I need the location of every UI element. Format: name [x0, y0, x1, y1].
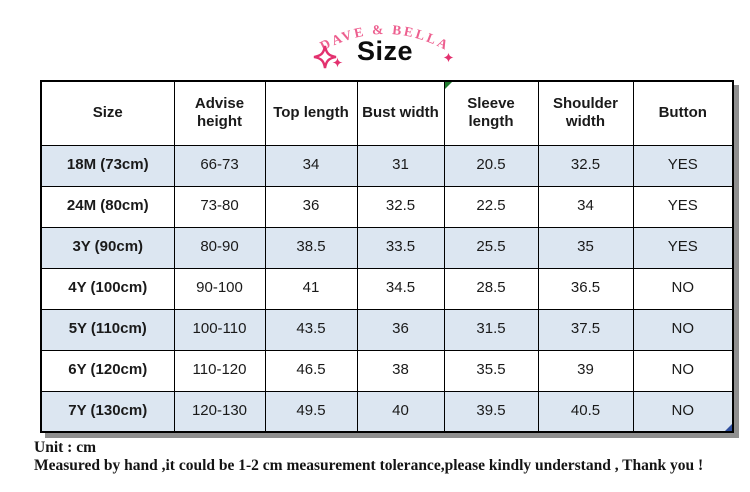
- table-cell: 31.5: [443, 308, 539, 351]
- table-cell: 20.5: [443, 144, 539, 187]
- table-cell: 32.5: [356, 185, 445, 228]
- table-cell: 32.5: [537, 144, 634, 187]
- table-cell: 36: [356, 308, 445, 351]
- table-cell: YES: [632, 226, 734, 269]
- table-row: 4Y (100cm) 90-100 41 34.5 28.5 36.5 NO: [40, 267, 734, 310]
- table-cell: 46.5: [264, 349, 358, 392]
- table-row: 18M (73cm) 66-73 34 31 20.5 32.5 YES: [40, 144, 734, 187]
- brand-arc: DAVE & BELLA: [317, 22, 450, 54]
- size-cell: 6Y (120cm): [40, 349, 175, 392]
- table-cell: 110-120: [173, 349, 266, 392]
- table-cell: 49.5: [264, 390, 358, 433]
- table-cell: 22.5: [443, 185, 539, 228]
- table-cell: 41: [264, 267, 358, 310]
- size-cell: 24M (80cm): [40, 185, 175, 228]
- table-row: 7Y (130cm) 120-130 49.5 40 39.5 40.5 NO: [40, 390, 734, 433]
- table-cell: NO: [632, 349, 734, 392]
- table-cell: 28.5: [443, 267, 539, 310]
- column-header-size: Size: [40, 80, 175, 146]
- table-cell: 73-80: [173, 185, 266, 228]
- table-cell: 40: [356, 390, 445, 433]
- cell-flag-green: [444, 82, 452, 89]
- table-cell: 43.5: [264, 308, 358, 351]
- table-cell: 90-100: [173, 267, 266, 310]
- tolerance-note: Measured by hand ,it could be 1-2 cm mea…: [34, 457, 704, 474]
- table-cell: 38: [356, 349, 445, 392]
- table-cell: 39: [537, 349, 634, 392]
- table-cell: 40.5: [537, 390, 634, 433]
- table-cell: 34: [537, 185, 634, 228]
- sparkle-icon: [332, 57, 343, 68]
- table-cell: 38.5: [264, 226, 358, 269]
- column-header-top-length: Top length: [264, 80, 358, 146]
- table-cell: YES: [632, 144, 734, 187]
- size-cell: 4Y (100cm): [40, 267, 175, 310]
- table-cell: NO: [632, 390, 734, 433]
- table-cell: NO: [632, 267, 734, 310]
- table-cell: 120-130: [173, 390, 266, 433]
- table-cell: 37.5: [537, 308, 634, 351]
- table-cell: 100-110: [173, 308, 266, 351]
- table-row: 6Y (120cm) 110-120 46.5 38 35.5 39 NO: [40, 349, 734, 392]
- table-cell: 39.5: [443, 390, 539, 433]
- table-cell: 36: [264, 185, 358, 228]
- size-cell: 5Y (110cm): [40, 308, 175, 351]
- table-row: 3Y (90cm) 80-90 38.5 33.5 25.5 35 YES: [40, 226, 734, 269]
- column-header-label: Sleeve length: [467, 94, 515, 131]
- column-header-advise-height: Advise height: [173, 80, 266, 146]
- size-table: Size Advise height Top length Bust width…: [40, 80, 734, 433]
- unit-note: Unit : cm: [34, 439, 96, 456]
- table-cell: 36.5: [537, 267, 634, 310]
- table-cell: 35: [537, 226, 634, 269]
- table-cell: 34.5: [356, 267, 445, 310]
- table-cell: 34: [264, 144, 358, 187]
- size-cell: 18M (73cm): [40, 144, 175, 187]
- size-cell: 3Y (90cm): [40, 226, 175, 269]
- column-header-shoulder-width: Shoulder width: [537, 80, 634, 146]
- header-row: Size Advise height Top length Bust width…: [40, 80, 734, 146]
- table-row: 5Y (110cm) 100-110 43.5 36 31.5 37.5 NO: [40, 308, 734, 351]
- table-cell: 66-73: [173, 144, 266, 187]
- column-header-sleeve-length: Sleeve length: [443, 80, 539, 146]
- footer-notes: Unit : cm Measured by hand ,it could be …: [34, 439, 744, 475]
- table-cell: 25.5: [443, 226, 539, 269]
- table-row: 24M (80cm) 73-80 36 32.5 22.5 34 YES: [40, 185, 734, 228]
- column-header-button: Button: [632, 80, 734, 146]
- column-header-bust-width: Bust width: [356, 80, 445, 146]
- table-cell: 80-90: [173, 226, 266, 269]
- table-cell: YES: [632, 185, 734, 228]
- table-cell: 33.5: [356, 226, 445, 269]
- sparkle-icon: [442, 51, 455, 64]
- cell-value: NO: [671, 401, 695, 419]
- table-cell: 31: [356, 144, 445, 187]
- size-cell: 7Y (130cm): [40, 390, 175, 433]
- table-cell: NO: [632, 308, 734, 351]
- table-cell: 35.5: [443, 349, 539, 392]
- sparkle-icon: [313, 45, 337, 69]
- page-title: Size: [356, 36, 414, 66]
- cell-flag-blue: [725, 424, 732, 431]
